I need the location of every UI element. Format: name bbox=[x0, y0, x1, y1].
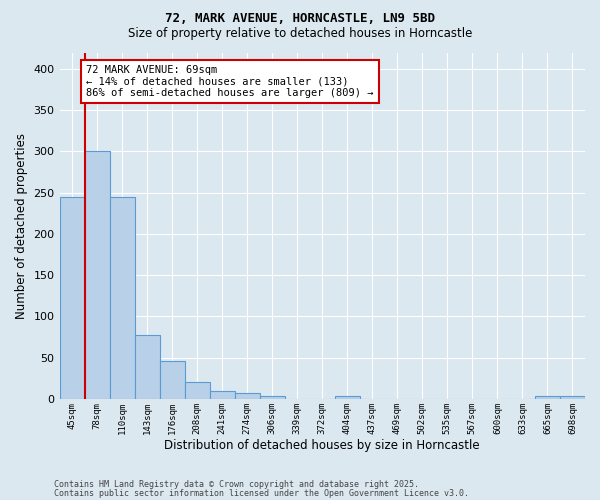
Bar bbox=[260, 396, 285, 399]
Y-axis label: Number of detached properties: Number of detached properties bbox=[15, 132, 28, 318]
Bar bbox=[134, 336, 160, 399]
Bar bbox=[160, 361, 185, 399]
Bar bbox=[110, 197, 134, 399]
Bar bbox=[85, 152, 110, 399]
Text: 72 MARK AVENUE: 69sqm
← 14% of detached houses are smaller (133)
86% of semi-det: 72 MARK AVENUE: 69sqm ← 14% of detached … bbox=[86, 65, 373, 98]
Bar bbox=[235, 393, 260, 399]
Text: 72, MARK AVENUE, HORNCASTLE, LN9 5BD: 72, MARK AVENUE, HORNCASTLE, LN9 5BD bbox=[165, 12, 435, 26]
Bar bbox=[535, 396, 560, 399]
Bar bbox=[59, 197, 85, 399]
Bar bbox=[185, 382, 209, 399]
Bar bbox=[335, 396, 360, 399]
Bar bbox=[209, 392, 235, 399]
Text: Contains public sector information licensed under the Open Government Licence v3: Contains public sector information licen… bbox=[54, 489, 469, 498]
Text: Contains HM Land Registry data © Crown copyright and database right 2025.: Contains HM Land Registry data © Crown c… bbox=[54, 480, 419, 489]
Text: Size of property relative to detached houses in Horncastle: Size of property relative to detached ho… bbox=[128, 28, 472, 40]
Bar bbox=[560, 396, 585, 399]
X-axis label: Distribution of detached houses by size in Horncastle: Distribution of detached houses by size … bbox=[164, 440, 480, 452]
